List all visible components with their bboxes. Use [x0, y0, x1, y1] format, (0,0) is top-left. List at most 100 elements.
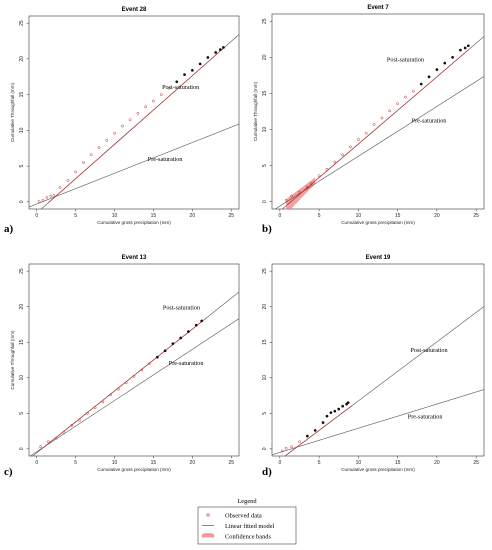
- x-tick-label: 5: [74, 460, 77, 466]
- observed-point: [298, 191, 301, 194]
- observed-point-dense: [306, 434, 309, 438]
- legend-item-band: Confidence bands: [202, 533, 271, 541]
- observed-point: [37, 200, 41, 203]
- legend-label-observed: Observed data: [225, 513, 262, 520]
- observed-point: [82, 161, 85, 164]
- observed-point: [290, 445, 293, 449]
- plot-area: [29, 34, 239, 209]
- x-tick-label: 15: [395, 213, 401, 219]
- y-tick-label: 0: [19, 447, 25, 450]
- chart-panel: Event 13 0 5 10 15 20 25 0 5 10 15 20 25 Cumulative g…: [4, 255, 240, 478]
- x-tick-label: 0: [35, 213, 38, 219]
- observed-point-dense: [329, 411, 333, 414]
- observed-fit-trace: [285, 405, 353, 456]
- y-tick-label: 0: [262, 200, 268, 203]
- legend-label-band: Confidence bands: [225, 534, 271, 541]
- observed-point-dense: [222, 46, 225, 49]
- observed-point: [101, 400, 105, 404]
- observed-point: [124, 381, 128, 385]
- observed-point-dense: [194, 323, 198, 327]
- observed-fit-trace: [48, 47, 224, 203]
- observed-point-dense: [171, 342, 175, 345]
- line-annotation: Pre-saturation: [148, 156, 183, 163]
- y-axis-label: Cumulative Throughfall (mm): [10, 330, 15, 390]
- observed-point: [109, 393, 113, 397]
- observed-point: [388, 109, 392, 113]
- y-tick-label: 25: [262, 268, 268, 274]
- observed-point: [128, 118, 132, 121]
- observed-point: [49, 194, 53, 198]
- x-tick-label: 5: [318, 460, 321, 466]
- x-tick-label: 15: [151, 460, 157, 466]
- observed-point: [349, 145, 352, 149]
- observed-point-dense: [466, 44, 470, 48]
- observed-point: [280, 449, 284, 453]
- observed-point-dense: [191, 69, 194, 72]
- observed-point: [78, 419, 81, 422]
- x-tick-label: 5: [318, 213, 321, 219]
- observed-fit-trace: [287, 49, 469, 205]
- chart-panel: Event 19 0 5 10 15 20 25 0 5 10 15 20 25 Cumulative g…: [262, 255, 485, 478]
- y-tick-label: 10: [19, 375, 25, 381]
- plot-frame: [28, 15, 240, 210]
- fitted-line: [272, 389, 484, 456]
- legend-label-line: Linear fitted model: [225, 523, 275, 530]
- observed-point: [62, 431, 66, 434]
- observed-point: [105, 139, 109, 142]
- observed-point: [70, 424, 74, 427]
- y-tick-label: 0: [19, 200, 25, 203]
- plot-frame: [271, 13, 485, 210]
- observed-point: [159, 93, 163, 96]
- y-tick-label: 20: [19, 304, 25, 310]
- x-tick-label: 0: [278, 460, 281, 466]
- observed-point: [372, 123, 376, 126]
- observed-point-dense: [163, 349, 167, 353]
- x-tick-label: 25: [228, 213, 234, 219]
- panel-label: c): [4, 466, 13, 478]
- line-annotation: Post-saturation: [163, 305, 200, 312]
- observed-point: [144, 105, 148, 109]
- plot-area: [272, 306, 484, 456]
- observed-point: [305, 185, 309, 189]
- chart-title: Event 13: [122, 255, 147, 261]
- panel-label: a): [4, 223, 14, 235]
- x-axis-label: Cumulative gross precipitation (mm): [341, 467, 415, 472]
- x-tick-label: 25: [473, 213, 479, 219]
- line-annotation: Post-saturation: [387, 57, 424, 64]
- x-axis-label: Cumulative gross precipitation (mm): [97, 467, 171, 472]
- observed-point: [113, 131, 116, 135]
- observed-point-dense: [206, 56, 210, 59]
- x-axis-label: Cumulative gross precipitation (mm): [341, 220, 415, 225]
- observed-point: [396, 102, 399, 105]
- y-axis-label: Cumulative Throughfall (mm): [253, 81, 258, 141]
- panel-label: d): [262, 466, 272, 478]
- legend: Legend Observed data Linear fitted model…: [197, 498, 297, 545]
- plot-frame: [28, 263, 240, 457]
- observed-point-dense: [175, 80, 179, 84]
- observed-point-dense: [341, 404, 344, 408]
- line-annotation: Pre-saturation: [408, 413, 443, 420]
- chart-title: Event 28: [122, 7, 147, 13]
- observed-point: [333, 160, 337, 164]
- observed-point-dense: [459, 48, 462, 52]
- observed-point: [341, 153, 345, 157]
- observed-point-dense: [200, 319, 203, 323]
- legend-item-observed: Observed data: [206, 513, 262, 520]
- observed-point: [58, 186, 62, 189]
- observed-point-dense: [337, 407, 341, 411]
- observed-point: [136, 111, 140, 115]
- line-annotation: Post-saturation: [410, 347, 447, 354]
- observed-point: [39, 445, 43, 449]
- x-tick-label: 10: [112, 460, 118, 466]
- observed-point-dense: [427, 75, 431, 79]
- observed-point: [284, 198, 288, 202]
- observed-point: [97, 146, 101, 149]
- x-tick-label: 15: [395, 460, 401, 466]
- x-tick-label: 20: [190, 460, 196, 466]
- observed-point: [298, 440, 301, 444]
- legend-band-symbol: [202, 533, 214, 538]
- y-tick-label: 25: [19, 20, 25, 26]
- observed-point: [117, 387, 120, 391]
- observed-point: [317, 174, 321, 178]
- x-tick-label: 0: [35, 460, 38, 466]
